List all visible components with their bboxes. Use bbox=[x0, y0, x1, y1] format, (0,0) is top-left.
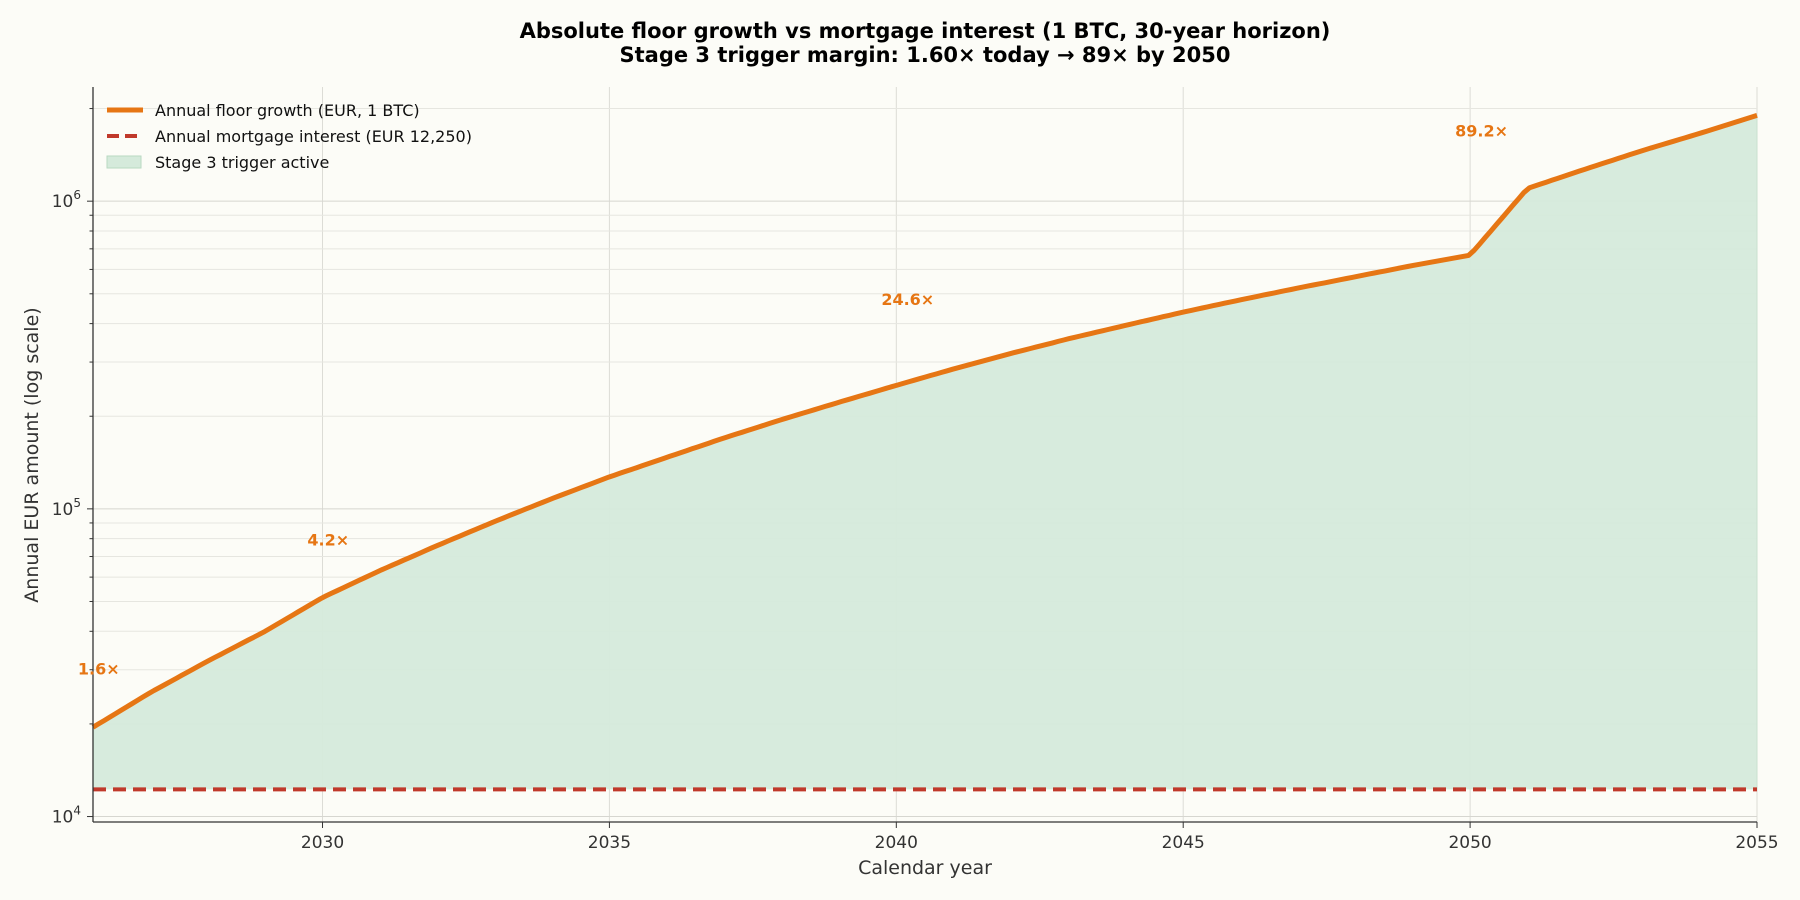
y-axis-label: Annual EUR amount (log scale) bbox=[21, 307, 43, 602]
floor-growth-line bbox=[91, 113, 1758, 730]
x-tick-label: 2035 bbox=[588, 833, 631, 853]
axes bbox=[87, 87, 1758, 828]
margin-annotation: 1.6× bbox=[78, 659, 120, 678]
x-axis-label: Calendar year bbox=[858, 857, 992, 879]
y-tick-label: 104 bbox=[52, 804, 81, 828]
x-tick-label: 2040 bbox=[875, 833, 918, 853]
x-tick-label: 2030 bbox=[301, 833, 344, 853]
legend-label-mortgage: Annual mortgage interest (EUR 12,250) bbox=[155, 127, 472, 146]
legend-label-floor-growth: Annual floor growth (EUR, 1 BTC) bbox=[155, 101, 420, 120]
x-tick-label: 2050 bbox=[1448, 833, 1491, 853]
series-lines bbox=[91, 113, 1758, 792]
legend-swatch-trigger bbox=[106, 155, 142, 169]
chart-title: Absolute floor growth vs mortgage intere… bbox=[520, 19, 1331, 43]
annotations: 1.6× 4.2× 24.6× 89.2× bbox=[78, 122, 1508, 679]
x-tick-label: 2045 bbox=[1162, 833, 1205, 853]
legend-label-trigger: Stage 3 trigger active bbox=[155, 153, 329, 172]
y-tick-label: 106 bbox=[52, 188, 81, 212]
tick-labels: 2030 2035 2040 2045 2050 2055 104 105 106 bbox=[52, 188, 1779, 853]
y-tick-label: 105 bbox=[52, 496, 81, 520]
chart-subtitle: Stage 3 trigger margin: 1.60× today → 89… bbox=[620, 43, 1231, 67]
margin-annotation: 24.6× bbox=[881, 290, 934, 309]
x-tick-label: 2055 bbox=[1735, 833, 1778, 853]
legend: Annual floor growth (EUR, 1 BTC) Annual m… bbox=[106, 101, 472, 172]
trigger-fill-area bbox=[93, 115, 1758, 790]
trigger-fill-region bbox=[93, 115, 1757, 790]
margin-annotation: 4.2× bbox=[307, 531, 349, 550]
margin-annotation: 89.2× bbox=[1455, 122, 1508, 141]
